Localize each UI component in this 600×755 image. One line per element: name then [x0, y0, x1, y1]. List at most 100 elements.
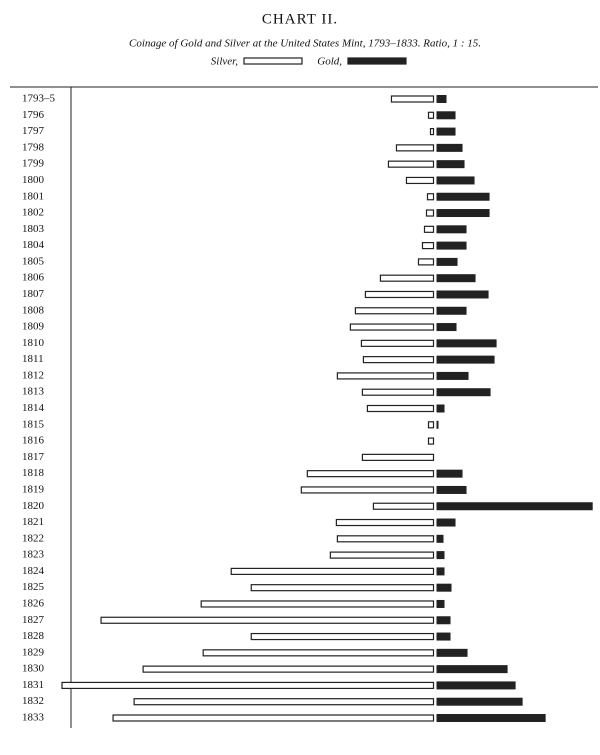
silver-bar	[250, 584, 435, 592]
silver-bar	[423, 225, 435, 233]
silver-bar	[250, 632, 435, 641]
category-label: 1802	[22, 207, 44, 219]
silver-bar	[300, 486, 435, 494]
silver-bar	[230, 567, 435, 575]
silver-bar	[366, 404, 435, 413]
silver-bar	[360, 339, 435, 347]
silver-bar	[364, 290, 435, 299]
silver-bar	[361, 453, 435, 461]
silver-bar	[387, 160, 435, 168]
category-label: 1804	[22, 239, 45, 251]
silver-bar	[362, 356, 435, 364]
gold-bar	[436, 225, 467, 234]
gold-bar	[436, 599, 445, 608]
category-label: 1811	[22, 353, 44, 365]
gold-bar	[436, 714, 546, 722]
category-label: 1832	[22, 695, 44, 707]
silver-bar	[427, 421, 435, 429]
silver-bar	[142, 665, 435, 673]
gold-bar	[436, 404, 445, 413]
gold-bar	[436, 502, 593, 511]
category-label: 1801	[22, 190, 44, 202]
legend-label: Gold,	[317, 56, 342, 68]
gold-bar	[436, 209, 490, 218]
silver-bar	[427, 111, 435, 119]
category-label: 1818	[22, 467, 45, 479]
gold-bar	[436, 485, 467, 494]
category-label: 1812	[22, 369, 44, 381]
silver-bar	[372, 502, 435, 510]
category-label: 1822	[22, 532, 44, 544]
silver-bar	[133, 698, 435, 706]
silver-bar	[202, 649, 435, 657]
category-label: 1825	[22, 581, 45, 593]
gold-bar	[436, 160, 465, 169]
gold-bar	[436, 681, 516, 690]
category-label: 1820	[22, 500, 45, 512]
silver-bar	[100, 616, 435, 624]
chart-title: CHART II.	[262, 11, 338, 27]
category-label: 1823	[22, 549, 45, 561]
gold-bar	[436, 697, 523, 706]
gold-bar	[436, 274, 476, 283]
gold-bar	[436, 111, 456, 120]
category-label: 1799	[22, 158, 45, 170]
gold-bar	[436, 355, 495, 364]
gold-bar	[436, 665, 508, 674]
category-label: 1821	[22, 516, 44, 528]
category-label: 1826	[22, 598, 45, 610]
category-label: 1810	[22, 337, 45, 349]
category-label: 1793–5	[22, 93, 56, 105]
category-label: 1817	[22, 451, 45, 463]
gold-bar	[436, 241, 467, 250]
silver-bar	[335, 518, 435, 527]
gold-bar	[436, 127, 456, 136]
category-label: 1809	[22, 321, 45, 333]
gold-bar	[436, 583, 452, 592]
gold-bar	[436, 192, 490, 201]
silver-bar	[349, 323, 435, 331]
gold-bar	[436, 469, 463, 478]
category-label: 1816	[22, 435, 45, 447]
category-label: 1813	[22, 386, 45, 398]
gold-bar	[436, 290, 489, 299]
silver-bar	[427, 437, 435, 445]
gold-bar	[436, 257, 458, 266]
silver-bar	[379, 274, 435, 282]
silver-bar	[425, 209, 435, 217]
silver-bar	[361, 388, 435, 396]
silver-bar	[390, 95, 435, 103]
gold-bar	[436, 420, 439, 429]
gold-bar	[436, 306, 467, 315]
category-label: 1833	[22, 712, 45, 724]
silver-bar	[426, 193, 435, 201]
silver-bar	[61, 681, 435, 690]
legend-label: Silver,	[211, 56, 238, 68]
silver-bar	[405, 176, 435, 185]
category-label: 1807	[22, 288, 45, 300]
category-label: 1824	[22, 565, 45, 577]
silver-bar	[395, 144, 435, 152]
category-label: 1800	[22, 174, 45, 186]
category-label: 1827	[22, 614, 45, 626]
silver-bar	[336, 535, 435, 543]
gold-bar	[436, 648, 468, 657]
category-label: 1831	[22, 679, 44, 691]
gold-bar	[436, 551, 445, 560]
legend-swatch	[243, 57, 303, 65]
gold-bar	[436, 323, 457, 332]
silver-bar	[354, 307, 435, 315]
gold-bar	[436, 632, 451, 641]
chart-subtitle: Coinage of Gold and Silver at the United…	[129, 38, 481, 50]
legend-swatch	[347, 57, 407, 65]
category-label: 1830	[22, 663, 45, 675]
category-label: 1798	[22, 141, 45, 153]
silver-bar	[421, 242, 435, 250]
category-label: 1805	[22, 255, 45, 267]
silver-bar	[200, 600, 435, 608]
gold-bar	[436, 388, 491, 397]
silver-bar	[336, 372, 435, 380]
gold-bar	[436, 143, 463, 152]
